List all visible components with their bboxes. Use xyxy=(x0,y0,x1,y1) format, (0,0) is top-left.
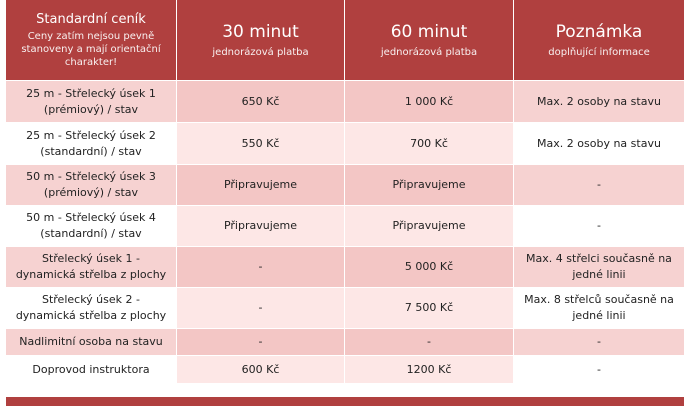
row-price-30: - xyxy=(177,247,344,287)
row-price-30: Připravujeme xyxy=(177,206,344,246)
row-price-30: - xyxy=(177,329,344,355)
row-note: Max. 8 střelců současně na jedné linii xyxy=(514,288,684,328)
row-note: Max. 4 střelci současně na jedné linii xyxy=(514,247,684,287)
table-row: 25 m - Střelecký úsek 1 (prémiový) / sta… xyxy=(0,81,690,122)
header-title: 30 minut xyxy=(222,21,299,42)
row-note: - xyxy=(514,206,684,246)
row-price-30: 550 Kč xyxy=(177,123,344,164)
row-service: Střelecký úsek 1 - dynamická střelba z p… xyxy=(6,247,176,287)
table-row: 25 m - Střelecký úsek 2 (standardní) / s… xyxy=(0,123,690,164)
row-price-60: Připravujeme xyxy=(345,165,513,205)
row-price-60: 7 500 Kč xyxy=(345,288,513,328)
row-note: - xyxy=(514,329,684,355)
row-price-30: - xyxy=(177,288,344,328)
row-price-60: 5 000 Kč xyxy=(345,247,513,287)
row-price-30: 650 Kč xyxy=(177,81,344,122)
header-col-30min: 30 minut jednorázová platba xyxy=(177,0,344,80)
row-service: Střelecký úsek 2 - dynamická střelba z p… xyxy=(6,288,176,328)
row-price-60: 700 Kč xyxy=(345,123,513,164)
row-price-60: - xyxy=(345,329,513,355)
table-row: Střelecký úsek 2 - dynamická střelba z p… xyxy=(0,288,690,328)
row-service: Nadlimitní osoba na stavu xyxy=(6,329,176,355)
table-row: Doprovod instruktora 600 Kč 1200 Kč - xyxy=(0,356,690,383)
table-row: Nadlimitní osoba na stavu - - - xyxy=(0,329,690,355)
row-service: 50 m - Střelecký úsek 3 (prémiový) / sta… xyxy=(6,165,176,205)
row-price-60: Připravujeme xyxy=(345,206,513,246)
table-row: 50 m - Střelecký úsek 3 (prémiový) / sta… xyxy=(0,165,690,205)
row-note: Max. 2 osoby na stavu xyxy=(514,123,684,164)
header-subtitle: jednorázová platba xyxy=(380,46,478,58)
header-subtitle: jednorázová platba xyxy=(212,46,309,58)
footer-bar xyxy=(6,397,684,406)
row-price-30: 600 Kč xyxy=(177,356,344,383)
header-title: Standardní ceník xyxy=(36,12,146,27)
table-row: Střelecký úsek 1 - dynamická střelba z p… xyxy=(0,247,690,287)
row-price-60: 1200 Kč xyxy=(345,356,513,383)
header-subtitle: doplňující informace xyxy=(548,46,650,58)
row-price-60: 1 000 Kč xyxy=(345,81,513,122)
header-col-service: Standardní ceník Ceny zatím nejsou pevně… xyxy=(6,0,176,80)
row-service: Doprovod instruktora xyxy=(6,356,176,383)
row-service: 25 m - Střelecký úsek 1 (prémiový) / sta… xyxy=(6,81,176,122)
row-service: 50 m - Střelecký úsek 4 (standardní) / s… xyxy=(6,206,176,246)
table-header: Standardní ceník Ceny zatím nejsou pevně… xyxy=(0,0,690,80)
header-subtitle: Ceny zatím nejsou pevně stanoveny a mají… xyxy=(21,31,161,68)
header-col-60min: 60 minut jednorázová platba xyxy=(345,0,513,80)
header-title: 60 minut xyxy=(390,21,468,42)
row-note: - xyxy=(514,165,684,205)
row-service: 25 m - Střelecký úsek 2 (standardní) / s… xyxy=(6,123,176,164)
header-title: Poznámka xyxy=(555,21,643,42)
row-price-30: Připravujeme xyxy=(177,165,344,205)
row-note: Max. 2 osoby na stavu xyxy=(514,81,684,122)
table-row: 50 m - Střelecký úsek 4 (standardní) / s… xyxy=(0,206,690,246)
header-col-note: Poznámka doplňující informace xyxy=(514,0,684,80)
row-note: - xyxy=(514,356,684,383)
